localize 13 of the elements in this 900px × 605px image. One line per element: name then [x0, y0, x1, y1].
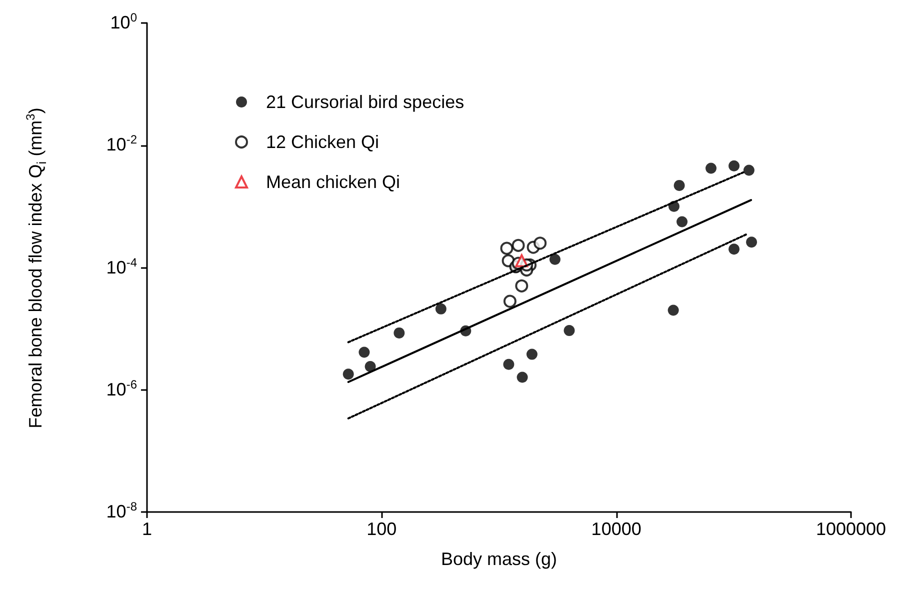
x-axis-title: Body mass (g) [440, 549, 558, 569]
y-tick-label: 10$^{-4}$ [106, 255, 137, 278]
x-tick-label: 100 [366, 519, 397, 539]
x-tick-label: 1000000 [816, 519, 886, 539]
legend-label: 12 Chicken Qi [266, 132, 380, 152]
y-tick-label: 10$^{0}$ [110, 10, 137, 34]
y-tick-label: 10$^{-8}$ [106, 500, 137, 522]
legend-label: Mean chicken Qi [266, 172, 400, 192]
x-tick-label: 10000 [591, 519, 642, 539]
legend-label: 21 Cursorial bird species [266, 92, 464, 112]
y-tick-label: 10$^{-2}$ [106, 132, 137, 156]
y-tick-label: 10$^{-6}$ [106, 377, 137, 400]
x-tick-label: 1 [142, 519, 152, 539]
